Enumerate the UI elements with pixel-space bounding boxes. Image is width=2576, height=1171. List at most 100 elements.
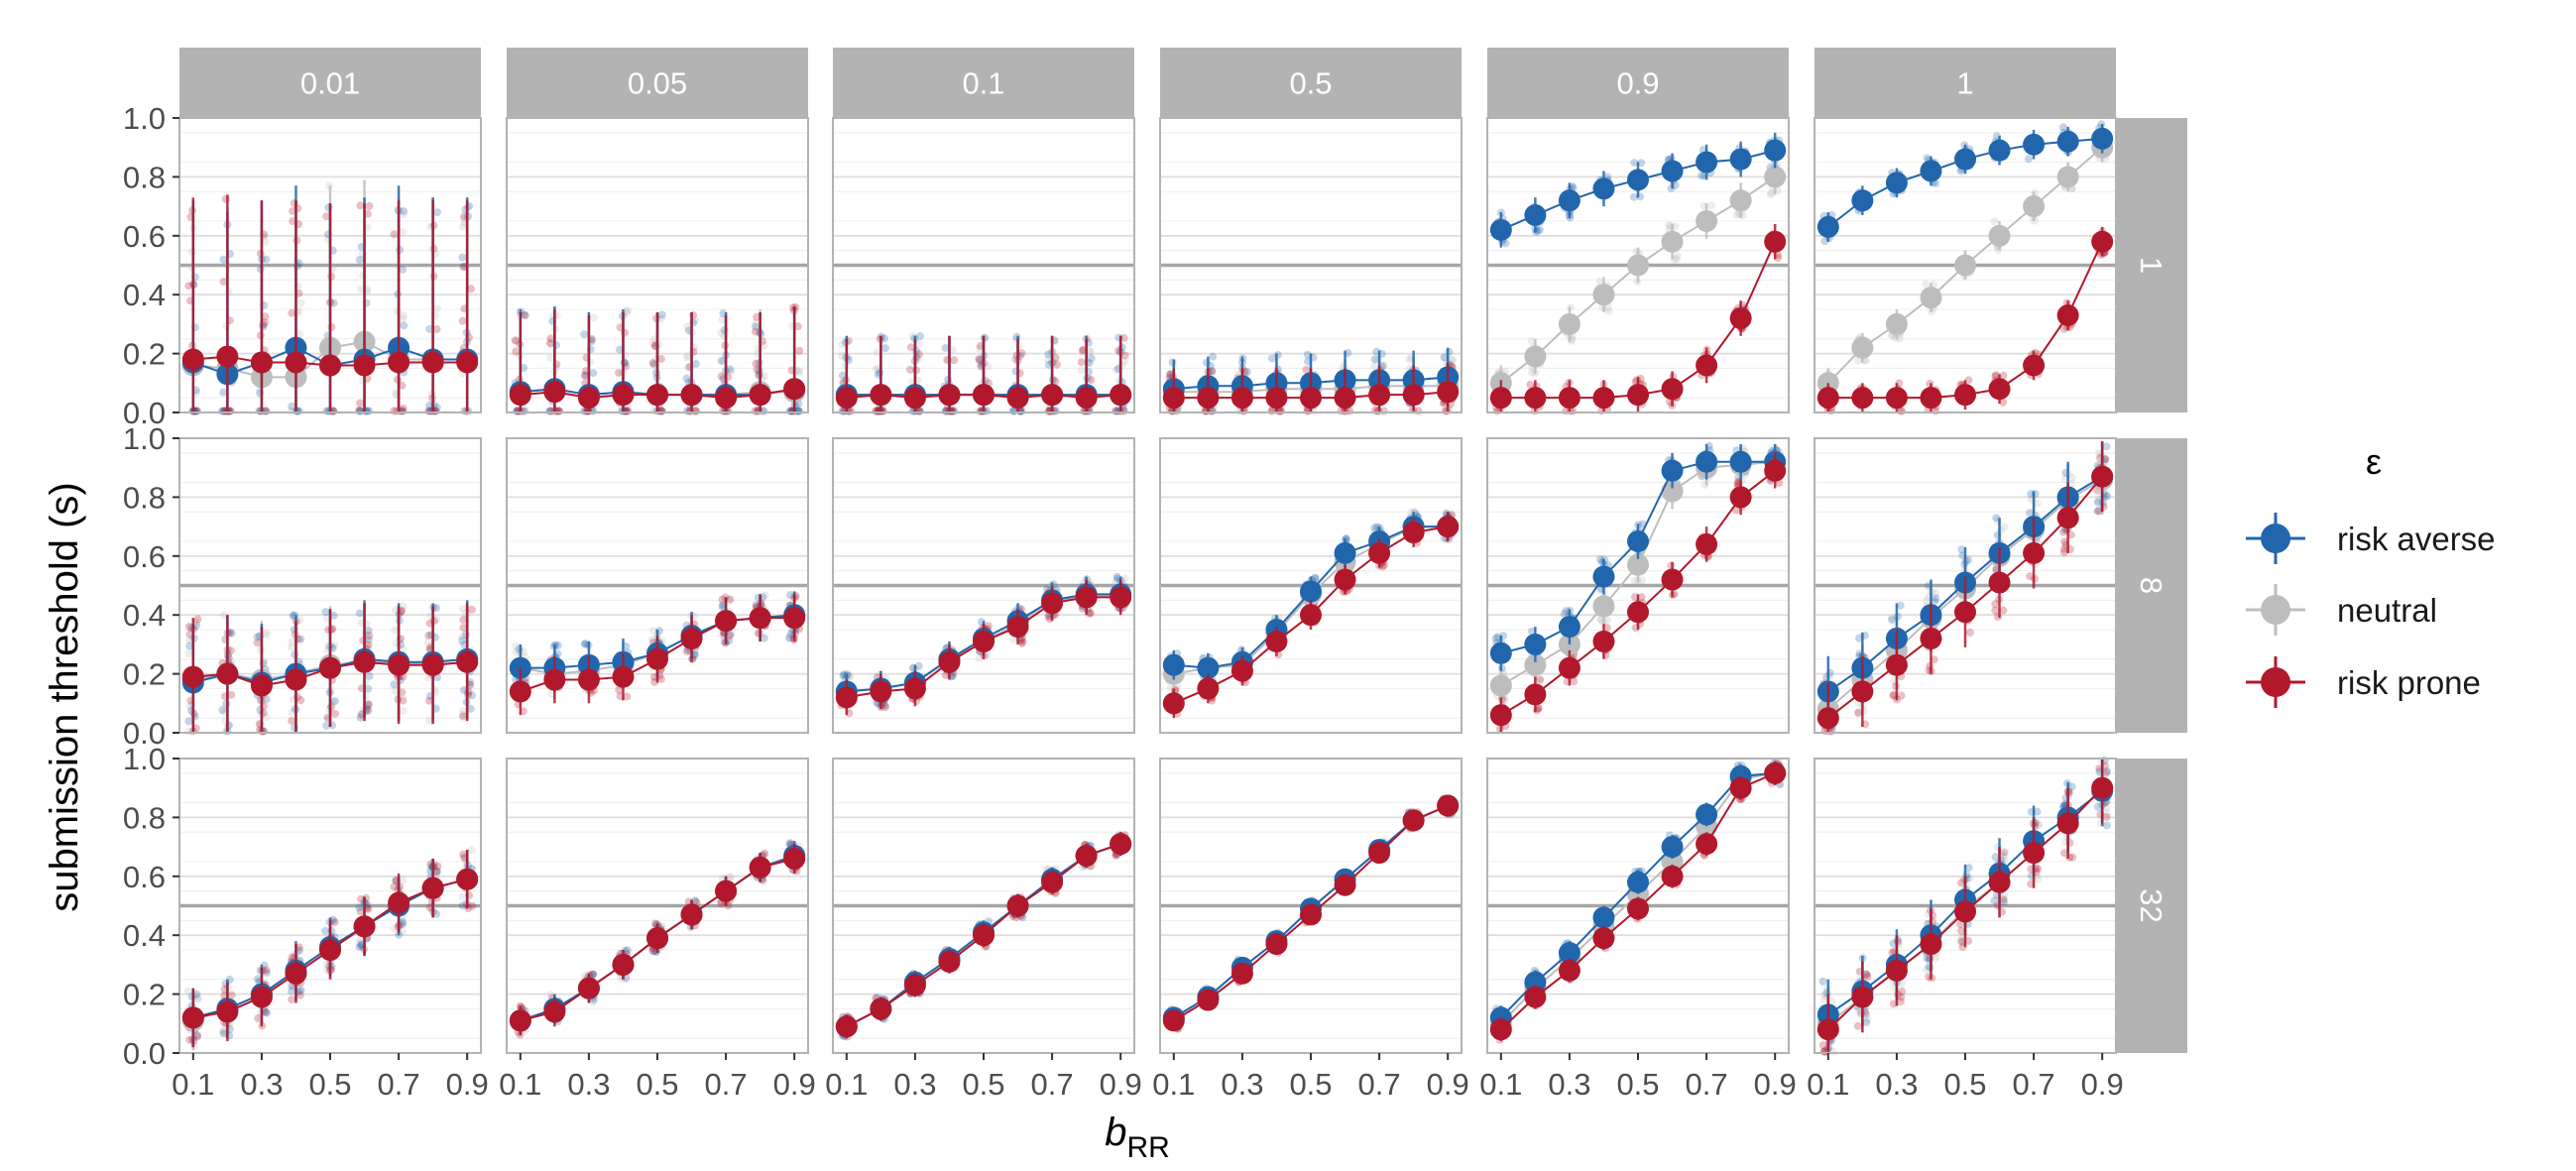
raw-point-risk_prone (1018, 638, 1027, 646)
raw-point-risk_averse (785, 634, 794, 643)
col-strip-0 (179, 48, 481, 118)
raw-point-risk_averse (1501, 239, 1510, 248)
mean-point-risk_prone (388, 891, 410, 914)
raw-point-neutral (330, 641, 339, 649)
mean-point-risk_prone (715, 610, 738, 633)
mean-point-risk_averse (1558, 189, 1581, 212)
raw-point-risk_averse (718, 602, 727, 611)
mean-point-risk_prone (612, 665, 635, 688)
mean-point-risk_prone (509, 680, 531, 703)
mean-point-risk_averse (1489, 218, 1512, 241)
raw-point-neutral (432, 304, 441, 313)
raw-point-risk_averse (580, 371, 589, 380)
mean-point-risk_prone (543, 668, 566, 691)
mean-point-risk_prone (353, 915, 376, 938)
mean-point-risk_averse (1661, 459, 1684, 482)
raw-point-risk_prone (1051, 353, 1060, 362)
raw-point-neutral (1439, 353, 1448, 362)
raw-point-neutral (458, 222, 467, 231)
mean-point-risk_prone (2023, 354, 2046, 377)
raw-point-risk_prone (364, 700, 373, 709)
raw-point-neutral (288, 708, 296, 717)
mean-point-neutral (2023, 195, 2046, 218)
panel-r1-c3 (1159, 437, 1463, 734)
raw-point-risk_averse (1166, 370, 1175, 379)
y-tick-label: 0.8 (123, 800, 166, 835)
mean-point-risk_prone (1162, 387, 1185, 410)
raw-point-neutral (458, 604, 467, 613)
mean-point-risk_prone (1334, 568, 1356, 591)
mean-point-risk_averse (1558, 616, 1581, 639)
panel-r1-c2 (832, 437, 1135, 734)
mean-point-risk_prone (1661, 568, 1684, 591)
mean-point-risk_prone (870, 384, 892, 407)
mean-point-risk_prone (1954, 384, 1976, 407)
raw-point-risk_averse (657, 310, 666, 319)
mean-point-risk_prone (509, 1009, 531, 1032)
mean-point-risk_prone (421, 351, 444, 374)
raw-point-risk_averse (916, 331, 925, 340)
raw-point-risk_prone (261, 312, 270, 321)
raw-point-neutral (1603, 303, 1612, 312)
mean-point-risk_prone (1110, 586, 1132, 609)
raw-point-risk_averse (296, 635, 305, 644)
raw-point-risk_averse (461, 631, 470, 640)
mean-point-risk_averse (1592, 565, 1615, 588)
raw-point-neutral (1595, 277, 1604, 286)
col-strip-4 (1487, 48, 1789, 118)
raw-point-neutral (512, 647, 521, 656)
mean-point-risk_averse (1627, 169, 1649, 191)
panel-r1-c0: 0.0 0.2 0.4 0.6 0.8 1.0 (123, 421, 482, 751)
mean-point-risk_averse (1816, 215, 1839, 238)
mean-point-risk_prone (646, 384, 668, 407)
mean-point-risk_prone (1524, 683, 1547, 706)
x-tick-label: 0.3 (893, 1067, 936, 1102)
raw-point-risk_prone (356, 399, 365, 408)
mean-point-risk_averse (1696, 450, 1718, 473)
raw-point-risk_prone (219, 278, 228, 287)
raw-point-risk_averse (320, 926, 329, 935)
raw-point-risk_averse (1207, 367, 1216, 376)
raw-point-risk_averse (1087, 354, 1096, 363)
raw-point-risk_prone (330, 918, 339, 927)
raw-point-neutral (458, 632, 467, 641)
row-strip-1 (2115, 438, 2187, 733)
raw-point-risk_averse (1168, 358, 1177, 367)
raw-point-neutral (975, 654, 984, 663)
mean-point-risk_averse (1627, 529, 1649, 552)
mean-point-risk_prone (1627, 601, 1649, 624)
raw-point-risk_prone (761, 849, 769, 858)
raw-point-risk_prone (975, 354, 984, 363)
raw-point-neutral (717, 329, 726, 338)
raw-point-risk_averse (720, 325, 729, 334)
x-tick-label: 0.9 (446, 1067, 489, 1102)
raw-point-risk_averse (1820, 237, 1829, 246)
y-tick-label: 0.6 (123, 539, 166, 574)
raw-point-risk_averse (458, 636, 467, 644)
raw-point-neutral (1086, 347, 1095, 356)
raw-point-neutral (649, 627, 658, 636)
mean-point-risk_prone (543, 1000, 566, 1023)
col-strip-label-0: 0.01 (300, 66, 360, 101)
y-tick-label: 0.2 (123, 337, 166, 372)
raw-point-risk_prone (1964, 376, 1973, 385)
raw-point-neutral (872, 365, 880, 374)
mean-point-risk_prone (2023, 541, 2046, 564)
mean-point-risk_prone (543, 381, 566, 404)
mean-point-risk_prone (1041, 384, 1064, 407)
panel-border (832, 117, 1135, 413)
raw-point-neutral (948, 405, 957, 413)
raw-point-neutral (512, 642, 521, 650)
x-tick-label: 0.5 (962, 1067, 1004, 1102)
raw-point-risk_averse (726, 365, 735, 374)
raw-point-risk_averse (355, 255, 364, 264)
raw-point-risk_prone (1119, 333, 1128, 342)
mean-point-risk_prone (973, 924, 995, 947)
x-tick-label: 0.5 (636, 1067, 678, 1102)
raw-point-neutral (546, 354, 555, 363)
raw-point-risk_averse (880, 344, 889, 353)
raw-point-risk_averse (1267, 354, 1276, 363)
panel-r1-c4 (1486, 437, 1790, 734)
mean-point-risk_prone (1197, 387, 1220, 410)
mean-point-risk_prone (1729, 486, 1752, 509)
